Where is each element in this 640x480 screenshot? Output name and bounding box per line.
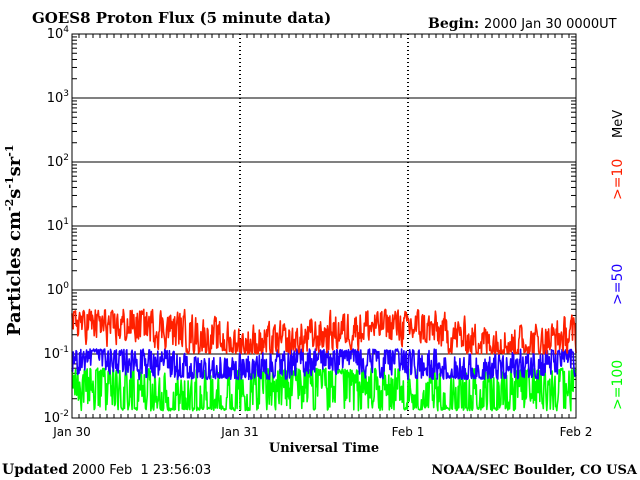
plot-frame bbox=[71, 33, 577, 419]
legend: >=10 >=50 >=100 MeV bbox=[610, 110, 626, 410]
legend-entry-ge100: >=100 bbox=[610, 360, 626, 410]
begin-label: Begin: bbox=[428, 16, 479, 32]
y-tick-label: 100 bbox=[47, 281, 70, 298]
x-tick-label: Jan 30 bbox=[52, 425, 91, 439]
y-tick-label: 104 bbox=[47, 25, 70, 42]
y-tick-label: 101 bbox=[47, 217, 69, 234]
y-tick-label: 102 bbox=[47, 153, 69, 170]
legend-entry-ge50: >=50 bbox=[610, 264, 626, 305]
x-tick-label: Feb 1 bbox=[392, 425, 425, 439]
legend-unit: MeV bbox=[611, 110, 626, 138]
x-tick-label: Jan 31 bbox=[220, 425, 259, 439]
credit-text: NOAA/SEC Boulder, CO USA bbox=[431, 463, 638, 478]
updated-label: Updated bbox=[2, 462, 68, 478]
x-tick-label: Feb 2 bbox=[560, 425, 593, 439]
y-tick-label: 103 bbox=[47, 89, 69, 106]
y-tick-label: 10-1 bbox=[43, 345, 69, 362]
begin-value: 2000 Jan 30 0000UT bbox=[484, 17, 617, 32]
series-line-ge100 bbox=[71, 367, 577, 412]
chart-title: GOES8 Proton Flux (5 minute data) bbox=[32, 9, 331, 27]
updated-value: 2000 Feb 1 23:56:03 bbox=[72, 463, 211, 478]
y-tick-label: 10-2 bbox=[43, 409, 69, 426]
x-axis-label: Universal Time bbox=[269, 441, 379, 456]
series-line-ge50 bbox=[71, 348, 577, 381]
legend-entry-ge10: >=10 bbox=[610, 159, 626, 200]
plot-area bbox=[71, 34, 577, 418]
series-line-ge10 bbox=[71, 308, 577, 355]
y-axis-label: Particles cm-2s-1sr-1 bbox=[3, 145, 25, 336]
